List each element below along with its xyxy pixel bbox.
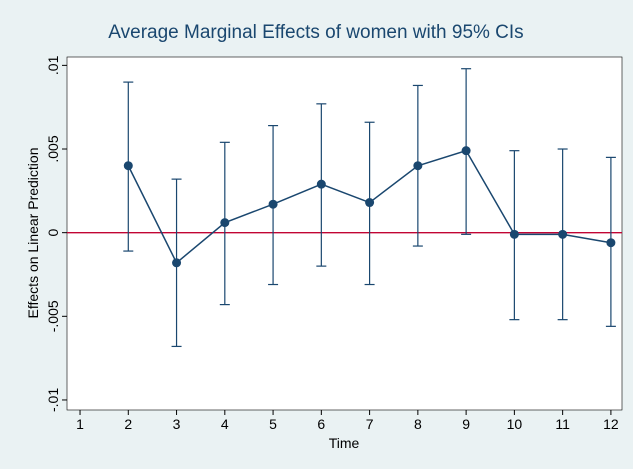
point [365,198,375,208]
point [558,229,568,239]
y-tick-label: -.01 [45,388,61,412]
x-tick-label: 6 [317,416,325,432]
plot-area [66,56,623,411]
x-tick-label: 7 [366,416,374,432]
y-axis-label: Effects on Linear Prediction [25,148,41,319]
y-tick-label: -.005 [45,300,61,332]
x-tick-label: 1 [76,416,84,432]
point [220,218,230,228]
point [316,179,326,189]
point [172,258,182,268]
x-tick-label: 10 [507,416,523,432]
x-axis-label: Time [329,435,360,451]
point [123,161,133,171]
y-tick-label: .01 [45,55,61,75]
x-tick-label: 3 [173,416,181,432]
chart-title: Average Marginal Effects of women with 9… [108,22,523,43]
x-tick-label: 12 [603,416,619,432]
x-tick-label: 8 [414,416,422,432]
x-tick-label: 2 [124,416,132,432]
x-tick-label: 5 [269,416,277,432]
point [413,161,423,171]
x-tick-label: 11 [555,416,570,432]
point [268,199,278,209]
x-tick-label: 4 [221,416,229,432]
point [509,229,519,239]
y-tick-label: .005 [45,135,61,162]
x-tick-label: 9 [462,416,470,432]
point [606,238,616,248]
y-tick-label: 0 [45,229,61,237]
point [461,146,471,156]
